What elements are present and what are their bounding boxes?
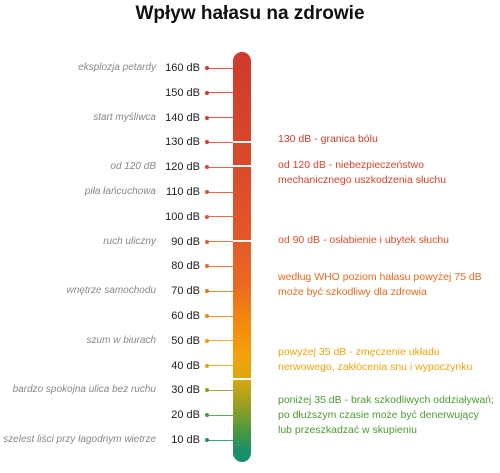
scale-marker-dot [205,314,209,318]
scale-connector-line [209,315,233,317]
noise-source-label: bardzo spokojna ulica bez ruchu [12,384,156,396]
decibel-label: 110 dB [165,186,200,198]
decibel-label: 40 dB [171,359,200,372]
scale-row: 40 dB [0,359,240,373]
scale-marker-dot [205,239,209,244]
decibel-label: 150 dB [165,86,200,99]
scale-row: bardzo spokojna ulica bez ruchu 30 dB [0,383,240,397]
scale-marker-dot [205,140,209,145]
noise-source-label: wnętrze samochodu [66,285,157,297]
scale-connector-line [209,265,233,267]
decibel-label: 20 dB [171,409,200,422]
scale-row: 20 dB [0,408,240,422]
scale-marker-dot [205,413,209,418]
scale-marker-dot [205,388,209,393]
noise-source-label: start myśliwca [93,111,156,123]
scale-row: szelest liści przy łagodnym wietrze 10 dB [0,433,240,447]
scale-connector-line [209,141,233,143]
scale-connector-line [209,290,233,292]
note-line: mechanicznego uszkodzenia słuchu [278,174,447,186]
scale-marker-dot [205,438,209,442]
decibel-label: 120 dB [165,161,200,174]
scale-connector-line [209,340,233,342]
scale-marker-dot [205,289,209,294]
scale-connector-line [209,365,233,367]
health-effect-note: powyżej 35 dB - zmęczenie układu nerwoweg… [278,345,472,375]
scale-row: start myśliwca 140 dB [0,111,240,125]
scale-row: szum w biurach 50 dB [0,334,240,348]
noise-source-label: od 120 dB [110,161,156,173]
scale-row: 150 dB [0,86,240,100]
scale-row: ruch uliczny 90 dB [0,235,240,249]
scale-marker-dot [205,264,209,269]
decibel-label: 90 dB [171,235,200,248]
scale-row: 100 dB [0,210,240,224]
note-line: od 90 dB - osłabienie i ubytek słuchu [278,234,450,246]
scale-row: piła łańcuchowa 110 dB [0,185,240,199]
noise-source-label: szum w biurach [86,334,156,346]
bar-separator-hearing-loss [233,240,251,242]
note-line: lub przeszkadzać w skupieniu [278,424,417,436]
scale-marker-dot [205,115,209,120]
scale-connector-line [209,166,233,168]
scale-marker-dot [205,165,209,170]
scale-row: 60 dB [0,309,240,323]
health-effect-note: 130 dB - granica bólu [278,132,378,147]
noise-source-label: piła łańcuchowa [84,186,156,197]
decibel-label: 100 dB [165,210,200,223]
decibel-label: 10 dB [171,434,200,446]
noise-source-label: ruch uliczny [103,235,156,247]
note-line: według WHO poziom hałasu powyżej 75 dB [278,271,482,283]
page-title: Wpływ hałasu na zdrowie [135,3,365,24]
scale-row: wnętrze samochodu 70 dB [0,284,240,298]
scale-connector-line [209,117,233,119]
scale-connector-line [209,414,233,416]
scale-marker-dot [205,338,209,343]
health-effect-note: według WHO poziom hałasu powyżej 75 dB mo… [278,270,482,300]
scale-connector-line [209,67,233,69]
decibel-label: 50 dB [171,334,200,347]
note-line: poniżej 35 dB - brak szkodliwych oddział… [278,394,494,406]
note-line: powyżej 35 dB - zmęczenie układu [278,346,440,358]
scale-row: eksplozja petardy 160 dB [0,61,240,75]
note-line: nerwowego, zakłócenia snu i wypoczynku [278,361,473,373]
scale-connector-line [209,389,233,391]
note-line: od 120 dB - niebezpieczeństwo [278,159,424,171]
scale-connector-line [209,92,233,94]
scale-marker-dot [205,190,209,194]
scale-marker-dot [205,214,209,219]
bar-separator-safe-level [233,378,251,380]
note-line: 130 dB - granica bólu [278,133,378,145]
noise-source-label: szelest liści przy łagodnym wietrze [3,434,156,445]
noise-source-label: eksplozja petardy [78,62,156,73]
health-effect-note: od 120 dB - niebezpieczeństwo mechaniczne… [278,158,446,188]
decibel-label: 70 dB [171,285,200,298]
scale-marker-dot [205,363,209,368]
bar-separator-hearing-damage [233,165,251,167]
scale-connector-line [209,241,233,243]
note-line: po dłuższym czasie może być denerwujący [278,409,479,421]
scale-row: od 120 dB 120 dB [0,160,240,174]
scale-connector-line [209,439,233,441]
scale-connector-line [209,191,233,193]
scale-row: 130 dB [0,135,240,149]
decibel-label: 130 dB [165,136,200,149]
decibel-label: 30 dB [171,384,200,397]
health-effect-note: poniżej 35 dB - brak szkodliwych oddział… [278,393,494,438]
scale-row: 80 dB [0,259,240,273]
decibel-label: 80 dB [171,260,200,273]
scale-marker-dot [205,66,209,70]
health-effect-note: od 90 dB - osłabienie i ubytek słuchu [278,233,449,248]
scale-marker-dot [205,90,209,95]
note-line: może być szkodliwy dla zdrowia [278,286,427,298]
bar-separator-pain-threshold [233,141,251,143]
decibel-label: 60 dB [171,310,200,322]
decibel-label: 140 dB [165,111,200,124]
noise-level-bar [233,52,251,462]
scale-connector-line [209,216,233,218]
decibel-label: 160 dB [165,62,200,74]
